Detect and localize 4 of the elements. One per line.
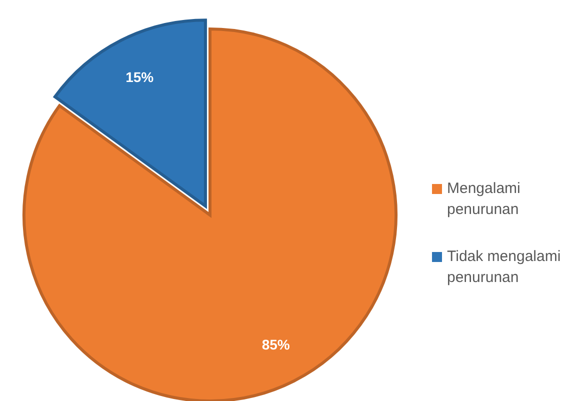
legend-label: Mengalami penurunan (447, 179, 522, 220)
data-label: 85% (262, 336, 290, 352)
data-label: 15% (126, 68, 154, 85)
legend-label: Tidak mengalami penurunan (447, 247, 562, 288)
